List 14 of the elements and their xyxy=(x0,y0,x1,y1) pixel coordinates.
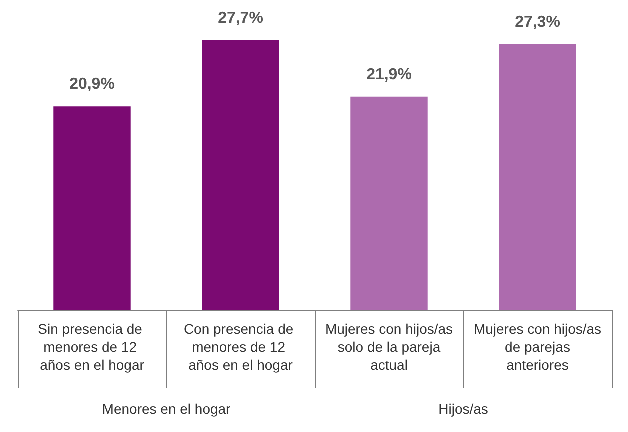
bar xyxy=(499,44,576,310)
data-label: 27,3% xyxy=(515,14,560,31)
x-tick-label: Con presencia de menores de 12 años en el hogar xyxy=(184,321,298,373)
bar xyxy=(350,96,428,310)
bar xyxy=(202,40,280,310)
x-tick-label: Mujeres con hijos/as de parejas anteriores xyxy=(474,321,602,373)
x-tick-label: Mujeres con hijos/as solo de la pareja actual xyxy=(325,321,454,373)
text: Menores en el hogar xyxy=(102,401,232,417)
bar xyxy=(54,106,131,310)
data-label: 21,9% xyxy=(366,66,412,84)
data-label: 27,7% xyxy=(218,10,264,27)
data-label: 20,9% xyxy=(70,76,115,94)
text: Hijos/as xyxy=(438,401,488,417)
x-tick-label: Sin presencia de menores de 12 años en el hogar xyxy=(38,321,146,373)
